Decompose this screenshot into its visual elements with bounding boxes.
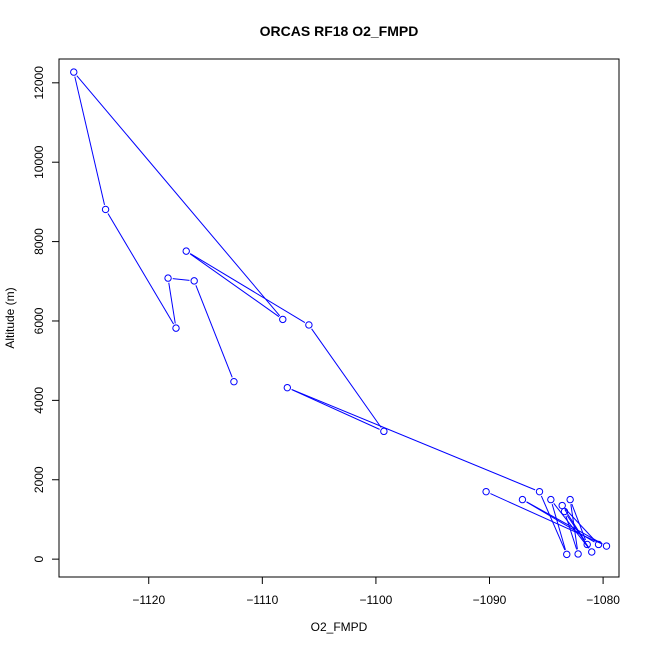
series-segment [553,502,590,549]
series-segment [490,493,603,545]
x-tick-label: −1090 [473,593,507,607]
series-segment [172,278,190,281]
chart-title: ORCAS RF18 O2_FMPD [260,23,419,39]
x-tick-label: −1100 [360,593,393,607]
series-segment [571,503,586,541]
data-point [190,277,198,285]
x-axis: −1120 −1110 −1100 −1090 −1080 [132,576,620,607]
data-point [566,495,574,504]
series-segment [107,213,175,325]
data-point [583,540,591,549]
series-segment [189,253,306,323]
data-point [588,548,596,556]
y-tick-label: 6000 [32,307,46,334]
y-tick-label: 12000 [32,66,46,100]
data-point [560,507,569,516]
series-points [70,68,611,559]
data-point [594,540,603,549]
series-segment [564,509,586,541]
data-point [305,321,313,329]
series-segment [540,495,566,551]
data-point [563,550,571,559]
series-segment [76,75,281,317]
series-segment [566,515,590,549]
series-segment [565,508,596,542]
y-axis: 0 2000 4000 6000 8000 10000 12000 [32,66,60,562]
x-tick-label: −1120 [132,593,165,607]
data-point [535,487,544,496]
data-point [574,550,582,558]
y-tick-label: 2000 [32,466,46,493]
series-segment [195,285,233,378]
series-segment [74,76,105,205]
y-axis-label: Altitude (m) [3,287,17,348]
plot-frame [58,58,620,578]
data-point [164,274,172,282]
data-point [182,247,190,255]
series-segment [311,328,382,428]
data-point [380,427,388,436]
series-segment [565,515,578,550]
series-segment [189,253,280,318]
series-segment [291,388,536,491]
x-tick-label: −1110 [246,593,278,607]
data-point [101,205,110,214]
x-axis-label: O2_FMPD [311,620,368,634]
data-point [558,501,566,510]
y-tick-label: 0 [32,555,46,562]
series-segment [168,282,176,324]
series-segment [551,503,566,551]
data-point [547,495,555,504]
y-tick-label: 4000 [32,387,46,414]
series-segment [526,501,603,545]
y-tick-label: 10000 [32,145,46,179]
data-point [172,324,180,332]
x-tick-label: −1080 [586,593,620,607]
data-point [70,68,78,76]
data-point [518,495,527,504]
y-tick-label: 8000 [32,228,46,255]
data-point [602,542,611,550]
data-point [283,383,292,392]
data-point [482,487,490,496]
series-segment [291,389,380,430]
data-point [279,315,287,324]
series-segment [570,504,578,550]
series-line [74,75,603,551]
data-point [230,378,238,386]
